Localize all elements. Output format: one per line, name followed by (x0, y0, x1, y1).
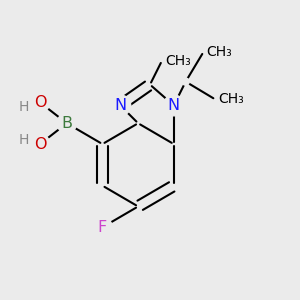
Text: N: N (168, 98, 180, 113)
Circle shape (110, 95, 131, 116)
Text: N: N (114, 98, 126, 113)
Text: O: O (34, 136, 46, 152)
Text: H: H (19, 100, 29, 114)
Circle shape (93, 218, 112, 237)
Text: CH₃: CH₃ (206, 45, 232, 59)
Circle shape (57, 113, 76, 133)
Text: CH₃: CH₃ (218, 92, 244, 106)
Circle shape (30, 93, 50, 112)
Text: B: B (61, 116, 72, 131)
Text: O: O (34, 95, 46, 110)
Circle shape (164, 95, 184, 116)
Circle shape (182, 78, 189, 85)
Text: F: F (98, 220, 107, 235)
Text: CH₃: CH₃ (165, 54, 190, 68)
Text: H: H (19, 133, 29, 147)
Circle shape (30, 134, 50, 154)
